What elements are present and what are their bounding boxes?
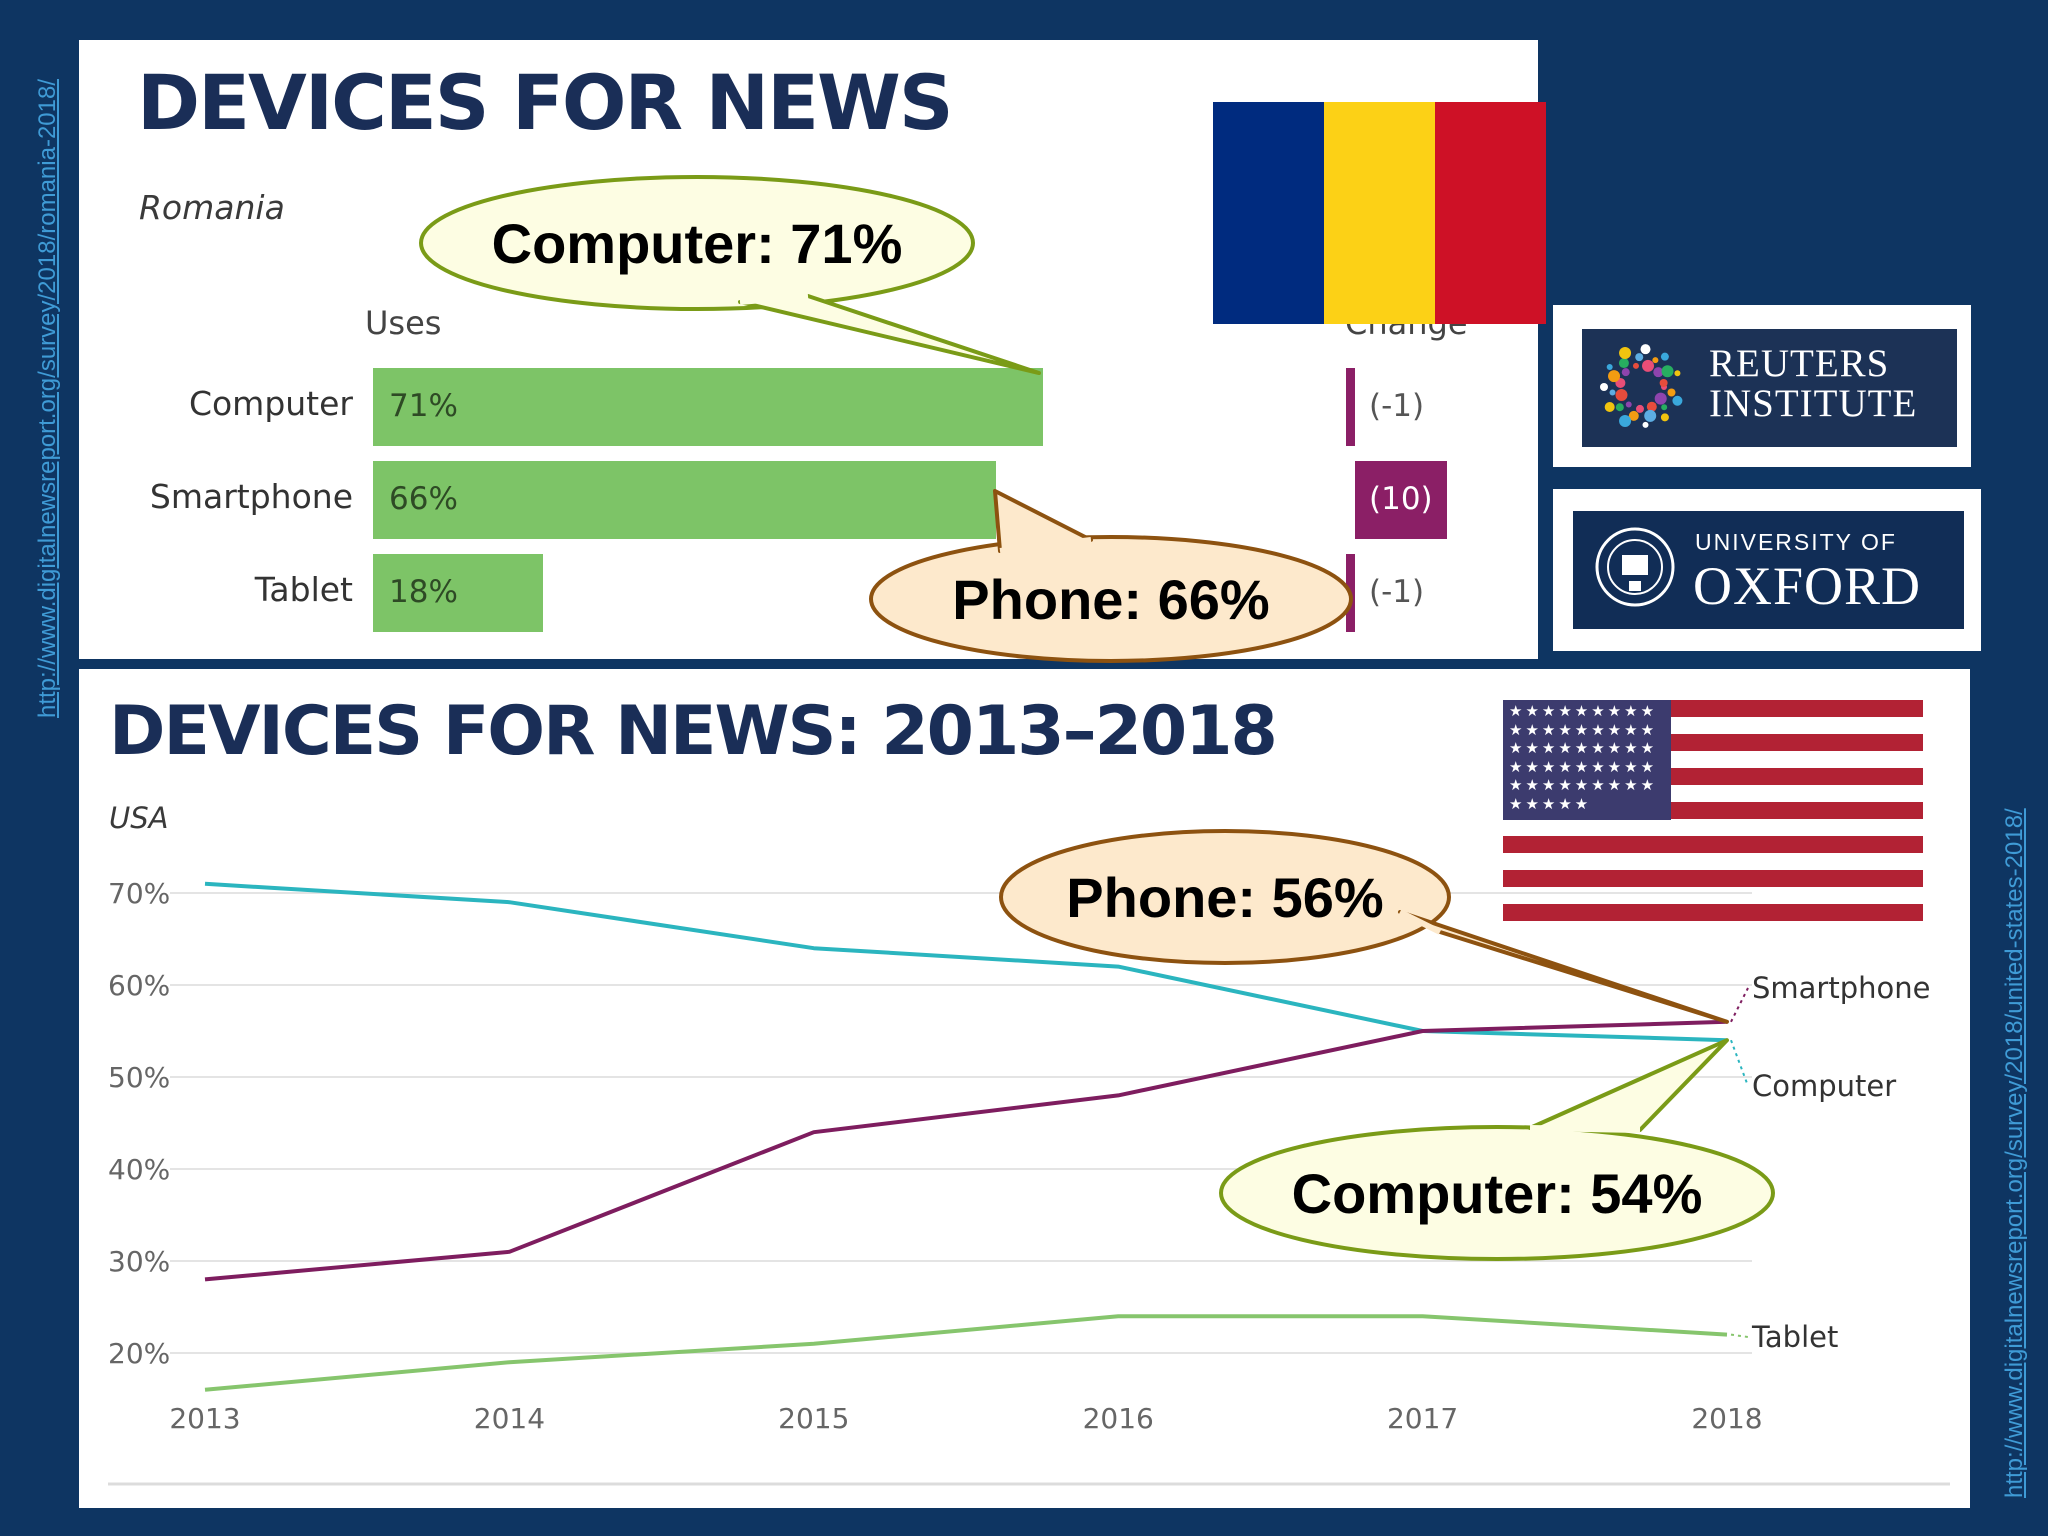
- x-tick-label: 2016: [1083, 1402, 1154, 1435]
- reuters-institute-logo: REUTERS INSTITUTE: [1553, 305, 1971, 467]
- x-tick-label: 2014: [474, 1402, 545, 1435]
- series-line-computer: [204, 881, 1728, 1043]
- series-label-computer: Computer: [1752, 1069, 1896, 1103]
- star-icon: ★★★★★★★★★★★★★★★★★★★★★★★★★★★★★★★★★★★★★★★★…: [1509, 702, 1658, 813]
- x-tick-label: 2013: [169, 1402, 240, 1435]
- change-label-tablet: (-1): [1369, 574, 1425, 610]
- oxford-university-logo: UNIVERSITY OF OXFORD: [1553, 489, 1981, 651]
- callout-usa-computer-text: Computer: 54%: [1292, 1162, 1703, 1225]
- callout-romania-phone: Phone: 66%: [869, 489, 1353, 663]
- romania-chart-subtitle: Romania: [139, 188, 285, 227]
- series-label-tablet: Tablet: [1751, 1320, 1838, 1354]
- x-tick-label: 2015: [778, 1402, 849, 1435]
- romania-flag-blue: [1213, 102, 1324, 324]
- y-tick-label: 70%: [108, 877, 170, 910]
- change-mark-smartphone: [1355, 461, 1447, 539]
- romania-flag: [1213, 102, 1546, 324]
- usa-flag: ★★★★★★★★★★★★★★★★★★★★★★★★★★★★★★★★★★★★★★★★…: [1503, 700, 1923, 922]
- oxford-logo-small-text: UNIVERSITY OF: [1695, 529, 1897, 555]
- bar-tablet: 18%: [373, 554, 543, 632]
- series-line-smartphone: [204, 1019, 1728, 1282]
- oxford-crest-icon: [1595, 527, 1675, 607]
- y-tick-label: 20%: [108, 1337, 170, 1370]
- series-line-tablet: [204, 1314, 1728, 1392]
- change-mark-computer: [1346, 368, 1355, 446]
- uses-column-header: Uses: [365, 304, 442, 342]
- callout-romania-computer-text: Computer: 71%: [492, 212, 903, 275]
- usa-flag-canton: ★★★★★★★★★★★★★★★★★★★★★★★★★★★★★★★★★★★★★★★★…: [1503, 700, 1671, 820]
- callout-usa-phone-text: Phone: 56%: [1066, 866, 1383, 929]
- usa-chart-title: DEVICES FOR NEWS: 2013–2018: [109, 692, 1278, 771]
- y-tick-label: 30%: [108, 1245, 170, 1278]
- reuters-logo-line1: REUTERS: [1709, 342, 1890, 385]
- change-label-computer: (-1): [1369, 388, 1425, 424]
- romania-chart-title: DEVICES FOR NEWS: [137, 58, 954, 147]
- series-label-leader: [1730, 1039, 1749, 1087]
- romania-flag-red: [1435, 102, 1546, 324]
- oxford-logo-big-text: OXFORD: [1693, 556, 1922, 616]
- series-label-smartphone: Smartphone: [1752, 971, 1930, 1005]
- romania-flag-yellow: [1324, 102, 1435, 324]
- bar-label-computer: Computer: [188, 384, 353, 423]
- callout-usa-phone: Phone: 56%: [999, 829, 1729, 1024]
- series-label-leader: [1730, 987, 1749, 1023]
- bar-value-label: 18%: [389, 574, 458, 610]
- callout-romania-computer: Computer: 71%: [419, 175, 1041, 375]
- series-label-leader: [1730, 1333, 1749, 1338]
- y-tick-label: 50%: [108, 1061, 170, 1094]
- romania-chart-panel: DEVICES FOR NEWS Romania Uses Change Com…: [79, 40, 1546, 659]
- callout-usa-computer: Computer: 54%: [1219, 1038, 1775, 1261]
- bar-computer: 71%: [373, 368, 1043, 446]
- bar-label-smartphone: Smartphone: [149, 477, 353, 516]
- x-tick-label: 2018: [1691, 1402, 1762, 1435]
- bar-label-tablet: Tablet: [254, 570, 353, 609]
- bar-smartphone: 66%: [373, 461, 996, 539]
- x-tick-label: 2017: [1387, 1402, 1458, 1435]
- change-label-smartphone: (10): [1369, 481, 1433, 517]
- callout-romania-phone-text: Phone: 66%: [952, 568, 1269, 631]
- y-tick-label: 60%: [108, 969, 170, 1002]
- bar-value-label: 66%: [389, 481, 458, 517]
- reuters-dots-icon: [1600, 344, 1683, 428]
- usa-chart-subtitle: USA: [109, 801, 169, 835]
- reuters-logo-line2: INSTITUTE: [1709, 382, 1918, 425]
- bar-value-label: 71%: [389, 388, 458, 424]
- y-tick-label: 40%: [108, 1153, 170, 1186]
